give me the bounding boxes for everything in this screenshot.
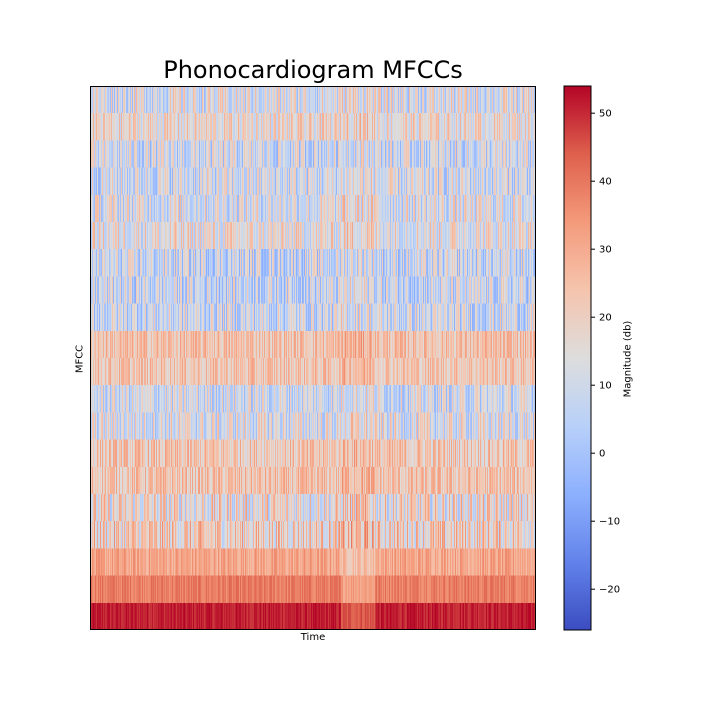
colorbar-tick-label: 10	[599, 381, 612, 392]
y-axis-label: MFCC	[74, 344, 86, 374]
plot-frame	[90, 86, 536, 630]
colorbar-tick-label: 50	[599, 109, 612, 120]
colorbar-tick-label: 40	[599, 177, 612, 188]
colorbar-tick-label: 30	[599, 245, 612, 256]
colorbar-tick-label: 20	[599, 313, 612, 324]
colorbar-label: Magnitude (db)	[622, 320, 634, 398]
colorbar	[563, 85, 592, 631]
x-axis-label: Time	[300, 632, 326, 643]
heatmap-image	[90, 86, 536, 630]
chart-title: Phonocardiogram MFCCs	[163, 56, 463, 84]
colorbar-tick-label: −10	[599, 517, 620, 528]
colorbar-tick-label: −20	[599, 585, 620, 596]
colorbar-tick-label: 0	[599, 449, 605, 460]
